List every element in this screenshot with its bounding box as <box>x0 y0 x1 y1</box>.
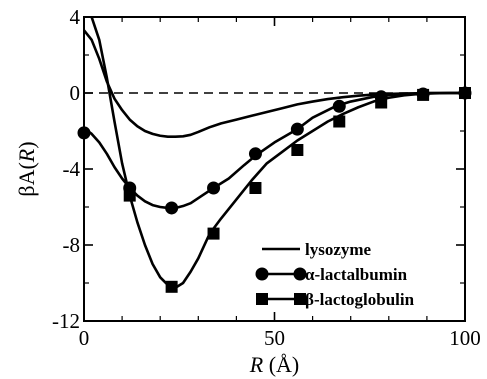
series-line-alpha-lactalbumin <box>84 91 465 210</box>
y-tick-label: 0 <box>70 81 81 105</box>
legend-marker-beta-lactoglobulin <box>294 293 306 305</box>
legend-label-lysozyme: lysozyme <box>305 240 372 259</box>
x-axis-variable: R <box>249 352 264 377</box>
data-point-alpha-lactalbumin <box>290 122 304 136</box>
legend: lysozyme α-lactalbumin β-lactoglobulin <box>255 240 415 309</box>
data-point-alpha-lactalbumin <box>332 99 346 113</box>
y-tick-label: -4 <box>63 157 81 181</box>
legend-entry-alpha-lactalbumin: α-lactalbumin <box>255 265 408 284</box>
legend-marker-alpha-lactalbumin <box>255 267 269 281</box>
data-point-beta-lactoglobulin <box>123 189 136 202</box>
data-point-beta-lactoglobulin <box>207 227 220 240</box>
legend-entry-lysozyme: lysozyme <box>262 240 372 259</box>
data-point-beta-lactoglobulin <box>165 280 178 293</box>
plot-frame <box>83 16 466 322</box>
series-line-beta-lactoglobulin <box>89 17 465 290</box>
y-axis-suffix: ) <box>14 141 39 148</box>
x-tick-label: 50 <box>264 326 285 350</box>
y-tick-label: 4 <box>70 5 81 29</box>
legend-label-beta-lactoglobulin: β-lactoglobulin <box>305 290 415 309</box>
plot-series-group <box>84 17 465 290</box>
legend-entry-beta-lactoglobulin: β-lactoglobulin <box>256 290 415 309</box>
data-point-alpha-lactalbumin <box>77 126 91 140</box>
x-axis-title: R (Å) <box>249 352 300 377</box>
data-point-beta-lactoglobulin <box>333 115 346 128</box>
y-axis-variable: R <box>14 148 39 163</box>
data-point-alpha-lactalbumin <box>207 181 221 195</box>
legend-label-alpha-lactalbumin: α-lactalbumin <box>305 265 408 284</box>
x-tick-label: 100 <box>449 326 481 350</box>
data-point-beta-lactoglobulin <box>417 88 430 101</box>
x-tick-label: 0 <box>79 326 90 350</box>
y-axis-title: βA(R) <box>14 141 39 196</box>
series-line-lysozyme <box>84 29 465 138</box>
data-point-beta-lactoglobulin <box>249 182 262 194</box>
y-tick-label: -12 <box>52 309 80 333</box>
y-tick-label: -8 <box>63 233 81 257</box>
y-axis-prefix: βA( <box>14 162 39 196</box>
legend-marker-alpha-lactalbumin <box>293 267 307 281</box>
data-point-alpha-lactalbumin <box>248 147 262 161</box>
data-point-beta-lactoglobulin <box>375 96 388 109</box>
data-point-beta-lactoglobulin <box>291 144 304 156</box>
data-point-beta-lactoglobulin <box>459 87 471 99</box>
data-point-alpha-lactalbumin <box>165 201 179 215</box>
legend-marker-beta-lactoglobulin <box>256 293 268 305</box>
x-axis-unit: (Å) <box>263 352 299 377</box>
